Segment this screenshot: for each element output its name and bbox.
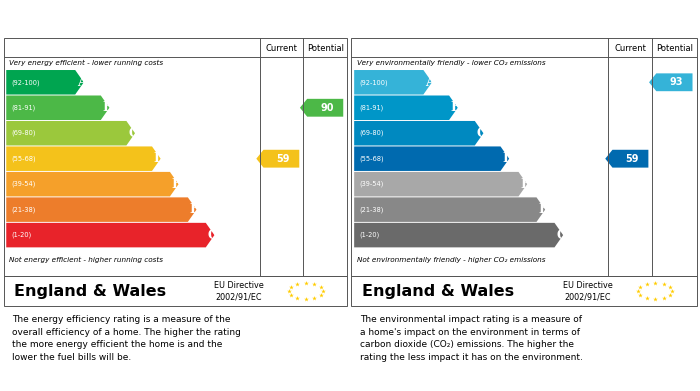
Text: England & Wales: England & Wales: [14, 283, 166, 299]
Text: (21-38): (21-38): [359, 206, 384, 213]
Text: B: B: [102, 101, 113, 114]
Polygon shape: [256, 150, 300, 168]
Polygon shape: [354, 70, 432, 95]
Text: D: D: [154, 152, 164, 165]
Text: F: F: [538, 203, 547, 216]
Text: Environmental Impact (CO₂) Rating: Environmental Impact (CO₂) Rating: [360, 11, 606, 25]
Text: C: C: [128, 127, 138, 140]
Text: The environmental impact rating is a measure of
a home's impact on the environme: The environmental impact rating is a mea…: [360, 315, 583, 362]
Polygon shape: [6, 223, 214, 248]
Text: E: E: [520, 178, 530, 191]
Text: (39-54): (39-54): [11, 181, 36, 187]
Polygon shape: [6, 147, 160, 171]
Text: (69-80): (69-80): [11, 130, 36, 136]
Text: (39-54): (39-54): [359, 181, 384, 187]
Text: The energy efficiency rating is a measure of the
overall efficiency of a home. T: The energy efficiency rating is a measur…: [12, 315, 241, 362]
Text: Energy Efficiency Rating: Energy Efficiency Rating: [12, 11, 183, 25]
Text: Potential: Potential: [307, 44, 344, 53]
Polygon shape: [354, 121, 484, 145]
Polygon shape: [6, 95, 109, 120]
Text: (81-91): (81-91): [359, 104, 383, 111]
Text: Current: Current: [265, 44, 298, 53]
Polygon shape: [354, 197, 545, 222]
Polygon shape: [649, 74, 692, 91]
Text: A: A: [425, 76, 435, 89]
Text: (55-68): (55-68): [11, 156, 36, 162]
Text: Not environmentally friendly - higher CO₂ emissions: Not environmentally friendly - higher CO…: [356, 257, 545, 263]
Text: Very energy efficient - lower running costs: Very energy efficient - lower running co…: [8, 60, 163, 66]
Polygon shape: [606, 150, 648, 168]
Text: D: D: [502, 152, 513, 165]
Text: 59: 59: [626, 154, 639, 164]
Text: (55-68): (55-68): [359, 156, 384, 162]
Text: F: F: [190, 203, 199, 216]
Text: Very environmentally friendly - lower CO₂ emissions: Very environmentally friendly - lower CO…: [356, 60, 545, 66]
Text: Current: Current: [615, 44, 646, 53]
Text: (92-100): (92-100): [11, 79, 40, 86]
Polygon shape: [6, 197, 197, 222]
Polygon shape: [300, 99, 343, 117]
Text: (21-38): (21-38): [11, 206, 36, 213]
Text: Potential: Potential: [656, 44, 693, 53]
Text: (69-80): (69-80): [359, 130, 384, 136]
Text: EU Directive
2002/91/EC: EU Directive 2002/91/EC: [563, 281, 612, 301]
Polygon shape: [354, 95, 458, 120]
Polygon shape: [6, 121, 135, 145]
Text: 90: 90: [321, 103, 334, 113]
Text: (1-20): (1-20): [11, 232, 32, 239]
Text: G: G: [207, 229, 218, 242]
Text: (1-20): (1-20): [359, 232, 379, 239]
Text: B: B: [451, 101, 461, 114]
Text: A: A: [77, 76, 87, 89]
Polygon shape: [6, 172, 178, 196]
Text: C: C: [477, 127, 486, 140]
Text: Not energy efficient - higher running costs: Not energy efficient - higher running co…: [8, 257, 162, 263]
Text: G: G: [556, 229, 567, 242]
Polygon shape: [6, 70, 84, 95]
Text: E: E: [172, 178, 181, 191]
Text: EU Directive
2002/91/EC: EU Directive 2002/91/EC: [214, 281, 264, 301]
Text: (92-100): (92-100): [359, 79, 388, 86]
Polygon shape: [354, 223, 563, 248]
Text: England & Wales: England & Wales: [362, 283, 514, 299]
Text: (81-91): (81-91): [11, 104, 35, 111]
Polygon shape: [354, 172, 527, 196]
Text: 93: 93: [669, 77, 683, 87]
Text: 59: 59: [276, 154, 290, 164]
Polygon shape: [354, 147, 509, 171]
